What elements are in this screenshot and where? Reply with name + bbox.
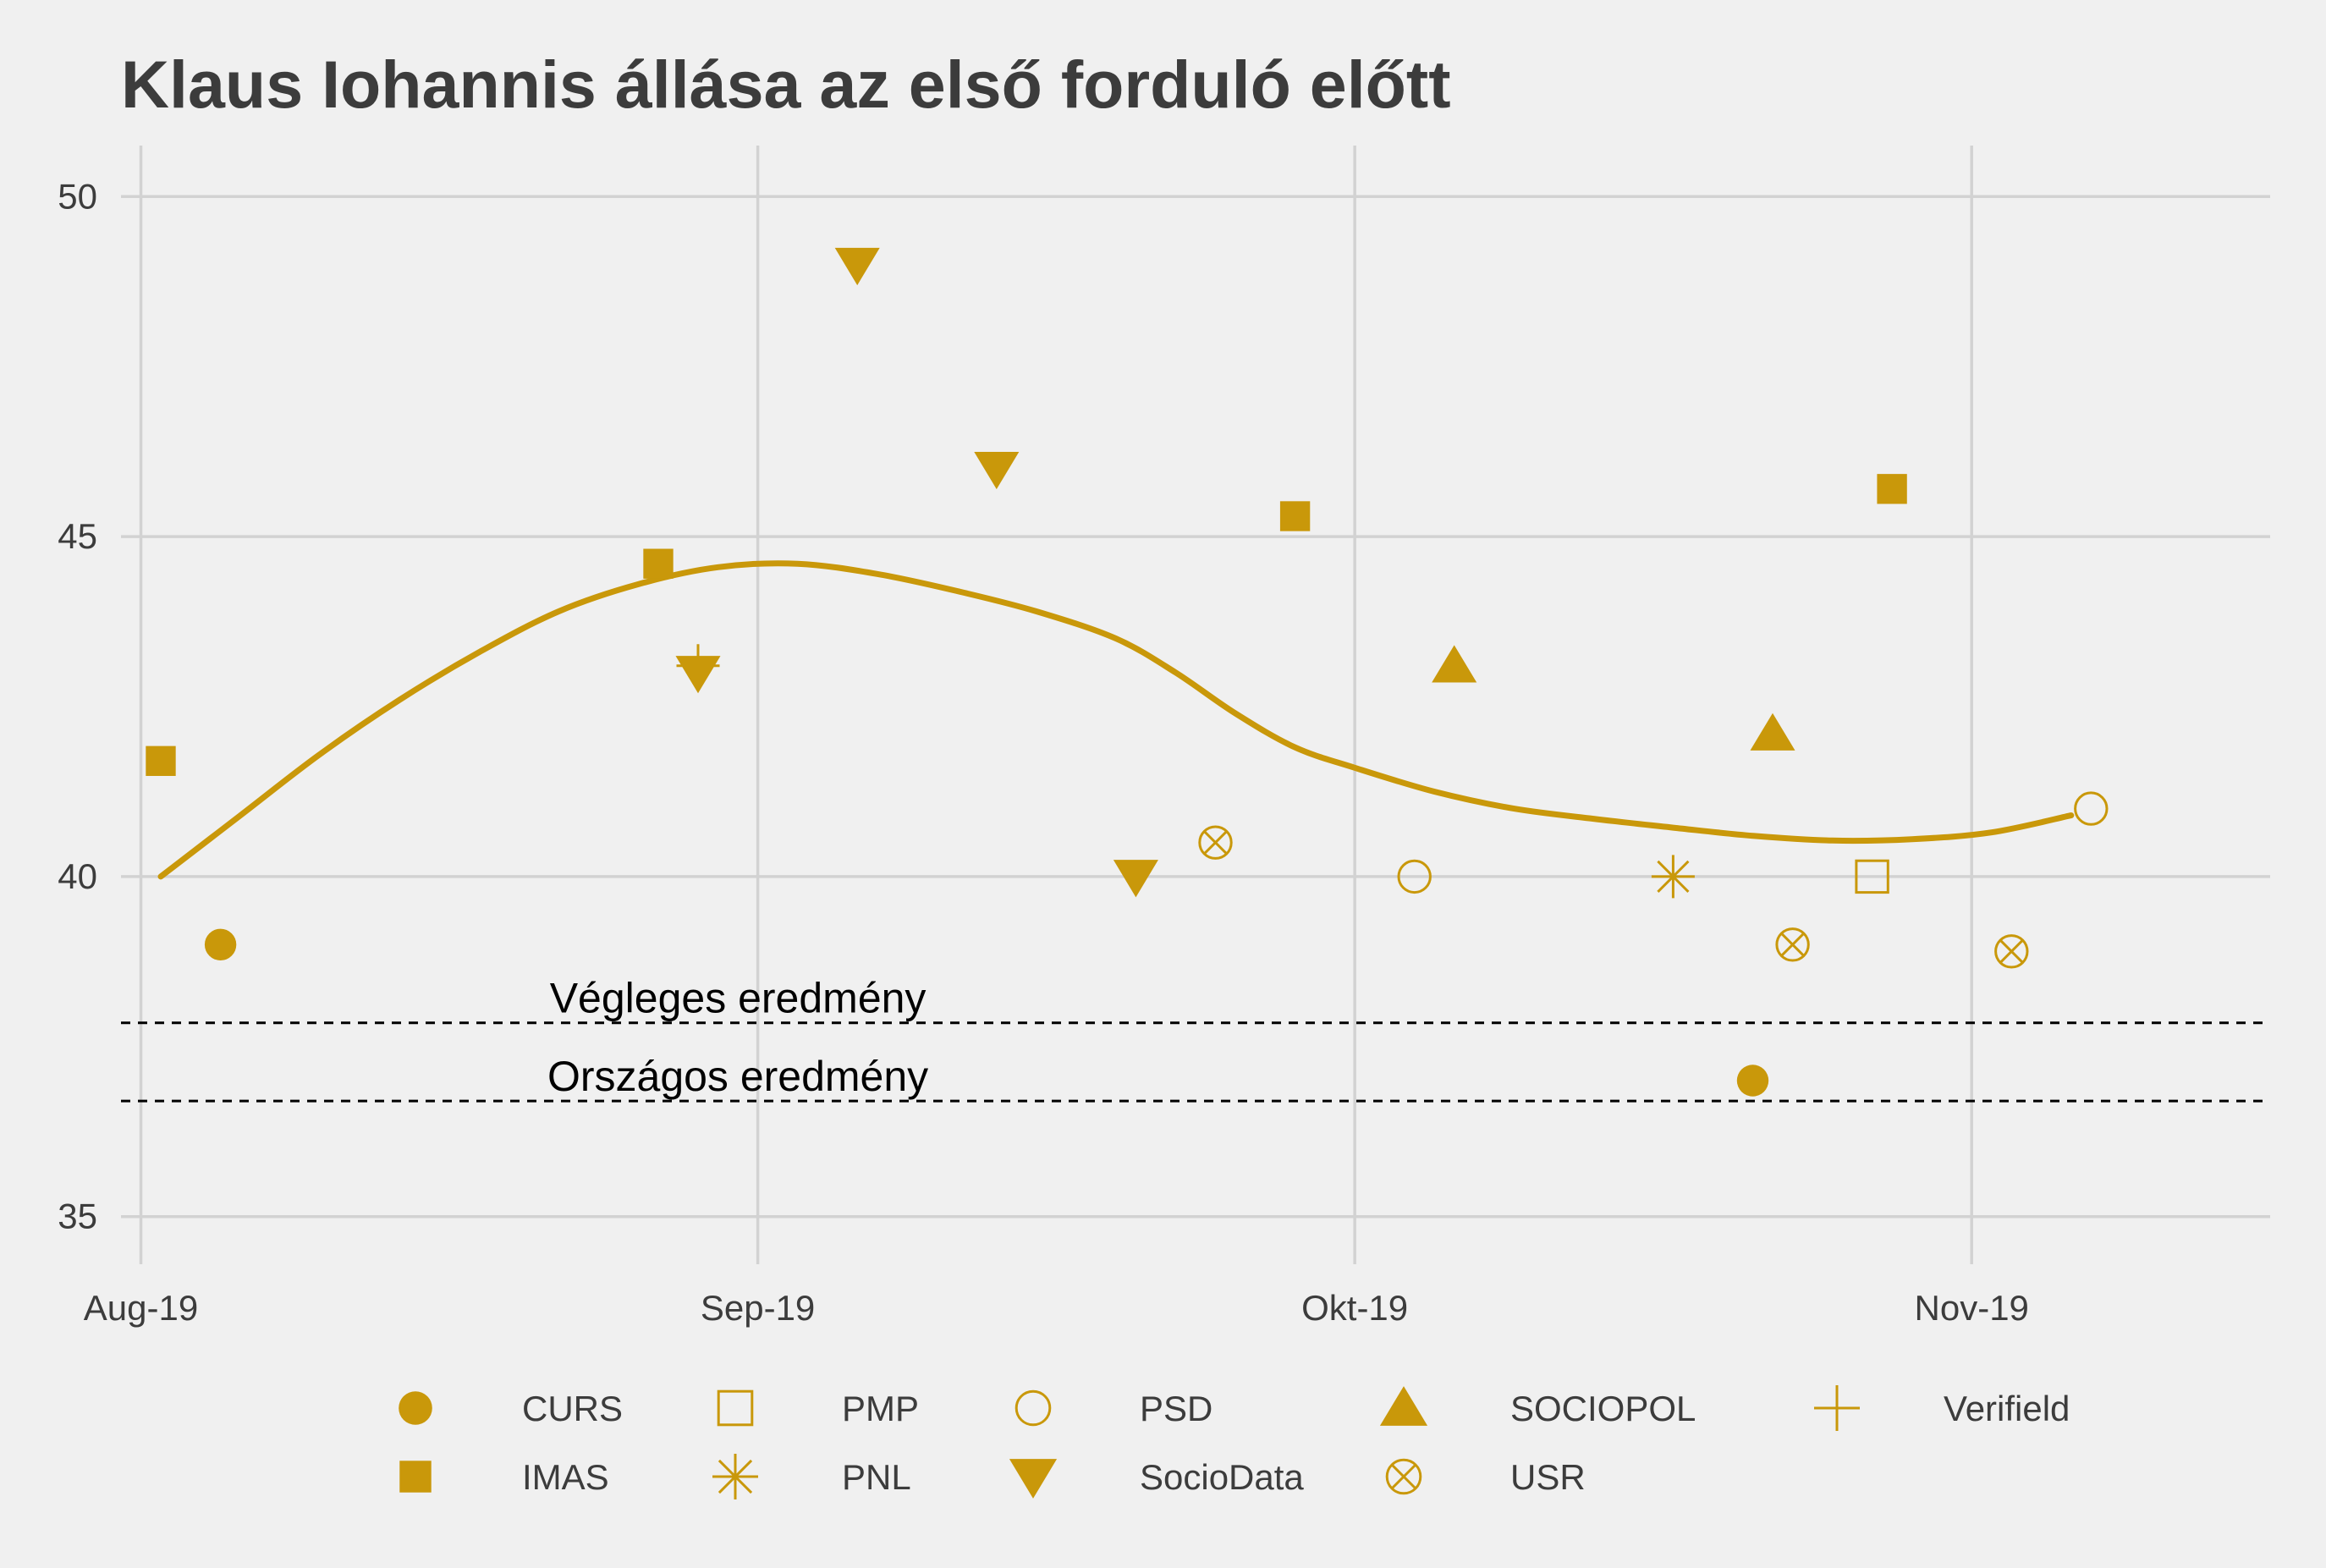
y-axis: 35 40 45 50 [58,176,97,1235]
trend-line-group [157,560,2075,880]
point-curs-0 [204,928,237,960]
y-tick-label-50: 50 [58,176,97,216]
point-imas-2 [1279,501,1311,531]
point-sociopol-1 [1750,712,1795,751]
x-tick-label-Aug-19: Aug-19 [84,1288,198,1328]
x-axis: Aug-19 Sep-19 Okt-19 Nov-19 [84,1288,2029,1328]
reference-line-label-1: Országos eredmény [547,1053,928,1100]
point-usr-0 [1198,825,1233,860]
legend-key-pmp [717,1389,754,1427]
data-points [146,247,2109,1097]
legend: CURS PMP PSD SOCIOPOL Verifield IMAS PNL SocioD… [399,1385,2070,1499]
chart-title: Klaus Iohannis állása az első forduló el… [121,47,1451,122]
point-imas-1 [643,548,674,579]
point-pmp-0 [1855,859,1889,894]
x-tick-label-Sep-19: Sep-19 [701,1288,815,1328]
legend-key-psd [1015,1389,1052,1427]
point-psd-0 [1397,859,1432,894]
y-tick-label-45: 45 [58,516,97,556]
reference-line-label-0: Végleges eredmény [550,975,927,1022]
point-sociodata-0 [834,247,880,286]
point-sociopol-0 [1432,645,1477,683]
legend-label-pmp: PMP [842,1389,919,1428]
reference-lines: Végleges eredmény Országos eredmény [121,975,2270,1103]
point-imas-3 [1877,474,1907,504]
legend-key-imas [399,1461,432,1493]
legend-key-sociopol [1379,1386,1428,1426]
legend-key-usr [1385,1458,1422,1495]
x-tick-label-Okt-19: Okt-19 [1301,1288,1408,1328]
y-tick-label-40: 40 [58,856,97,896]
point-pnl-0 [1651,855,1695,899]
point-curs-1 [1736,1065,1769,1097]
legend-label-pnl: PNL [842,1457,911,1497]
legend-label-sociopol: SOCIOPOL [1510,1389,1696,1428]
point-sociodata-1 [974,451,1020,490]
y-tick-label-35: 35 [58,1197,97,1236]
legend-label-usr: USR [1510,1457,1586,1497]
legend-label-sociodata: SocioData [1140,1457,1304,1497]
legend-key-curs [399,1391,432,1425]
legend-key-pnl [712,1454,758,1499]
point-psd-1 [2074,791,2109,826]
point-usr-1 [1775,927,1810,962]
point-imas-0 [146,745,176,776]
legend-label-psd: PSD [1140,1389,1212,1428]
gridlines [121,146,2270,1264]
legend-label-verifield: Verifield [1944,1389,2070,1428]
x-tick-label-Nov-19: Nov-19 [1915,1288,2029,1328]
point-usr-2 [1994,934,2029,969]
legend-label-curs: CURS [522,1389,623,1428]
point-verifield-0 [676,644,720,688]
point-sociodata-3 [1113,860,1158,898]
trend-line [157,560,2075,880]
legend-key-sociodata [1009,1459,1058,1499]
legend-key-verifield [1814,1385,1860,1431]
legend-label-imas: IMAS [522,1457,609,1497]
